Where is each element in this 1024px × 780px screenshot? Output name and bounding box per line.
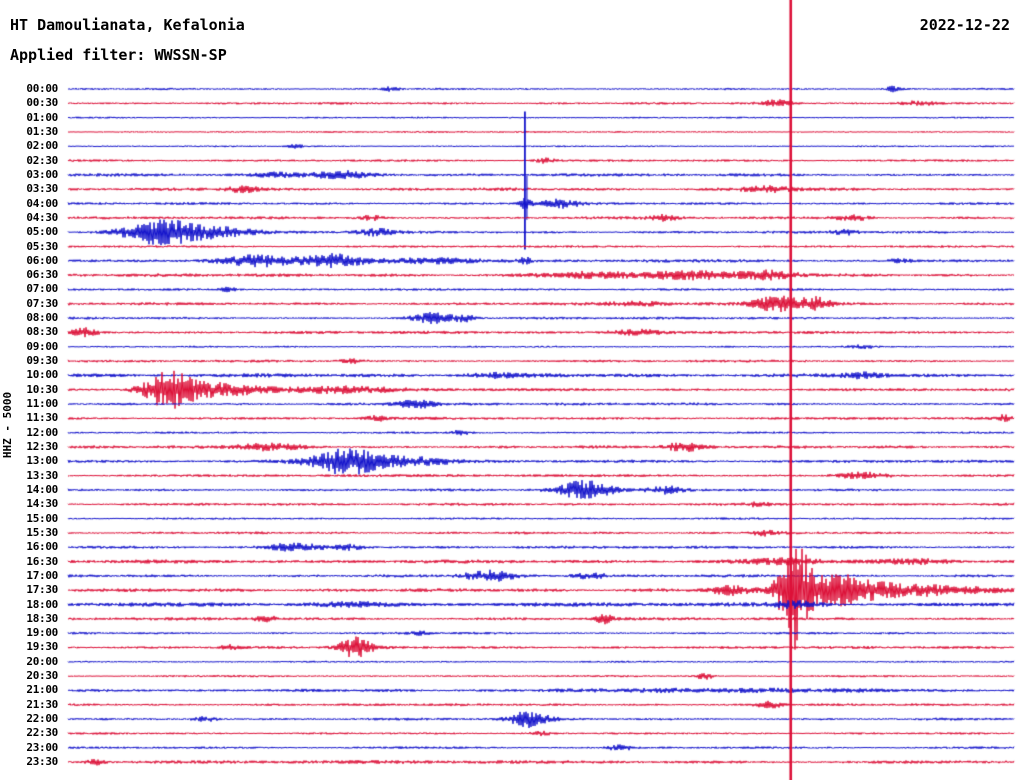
time-label: 12:30 [26,440,58,453]
time-label: 18:00 [26,597,58,611]
time-label: 08:30 [26,325,58,339]
time-label: 07:30 [26,296,58,310]
time-label: 23:00 [26,740,58,754]
time-label: 12:00 [26,425,58,439]
time-label: 13:30 [26,468,58,482]
time-label: 06:00 [26,253,58,267]
time-label: 22:30 [26,726,58,740]
time-label: 11:30 [26,411,58,425]
time-label: 15:00 [26,511,58,525]
time-label: 14:30 [26,497,58,511]
time-label: 03:00 [26,167,58,181]
time-label: 08:00 [26,311,58,325]
time-label: 13:00 [26,454,58,468]
time-label: 07:00 [26,282,58,296]
time-label: 15:30 [26,525,58,539]
time-label: 09:30 [26,354,58,368]
time-label: 02:00 [26,139,58,153]
time-label: 19:00 [26,626,58,640]
time-label: 11:00 [26,397,58,411]
time-label: 06:30 [26,268,58,282]
time-label: 04:30 [26,210,58,224]
time-label: 18:30 [26,611,58,625]
time-label: 22:00 [26,712,58,726]
time-label: 00:30 [26,96,58,110]
time-label: 23:30 [26,755,58,769]
time-label: 03:30 [26,182,58,196]
time-label: 09:00 [26,339,58,353]
time-label: 00:00 [26,82,58,95]
time-label: 17:30 [26,583,58,597]
time-label: 05:30 [26,239,58,253]
time-label: 14:00 [26,482,58,496]
time-label: 02:30 [26,153,58,167]
time-label: 21:30 [26,697,58,711]
station-title: HT Damoulianata, Kefalonia [10,16,245,34]
time-label: 16:30 [26,554,58,568]
time-label: 04:00 [26,196,58,210]
time-axis: 00:00 00:30 01:00 01:30 02:00 02:30 03:00 03:30… [0,0,62,780]
time-label: 20:00 [26,654,58,668]
date-label: 2022-12-22 [919,16,1010,34]
time-label: 16:00 [26,540,58,554]
time-label: 01:30 [26,124,58,138]
time-label: 21:00 [26,683,58,697]
time-label: 17:00 [26,568,58,582]
time-label: 19:30 [26,640,58,654]
time-label: 01:00 [26,110,58,124]
time-label: 05:00 [26,225,58,239]
time-label: 10:30 [26,382,58,396]
filter-label: Applied filter: WWSSN-SP [10,46,227,64]
time-label: 10:00 [26,368,58,382]
time-label: 20:30 [26,669,58,683]
